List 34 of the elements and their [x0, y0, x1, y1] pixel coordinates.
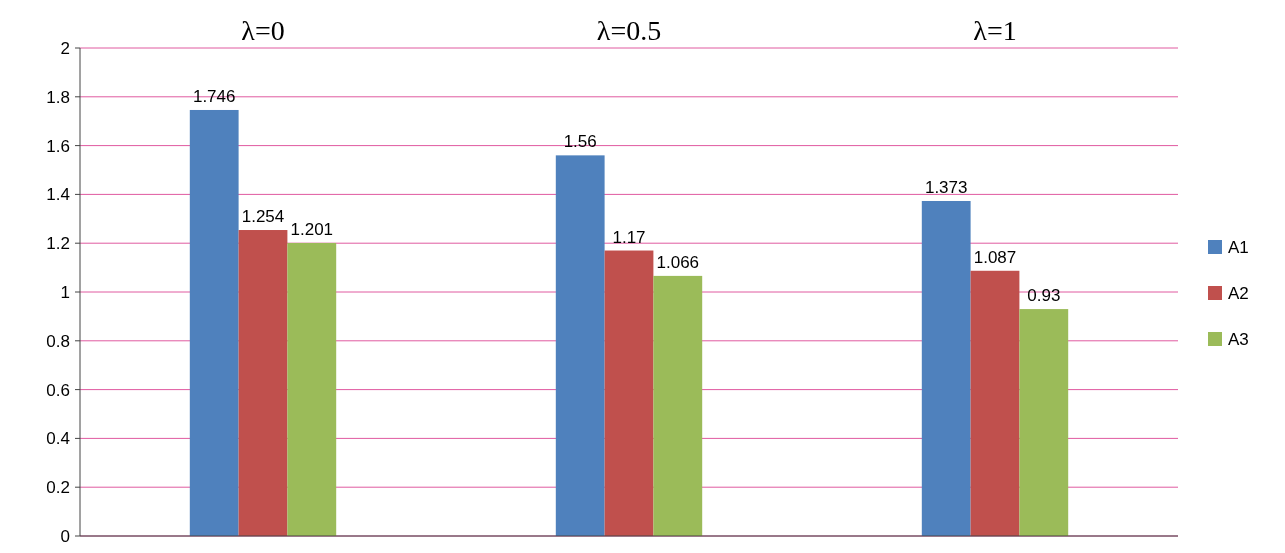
data-label: 1.254: [241, 207, 285, 227]
bar: [921, 200, 971, 536]
bar: [555, 155, 605, 536]
legend-label: A1: [1228, 237, 1249, 257]
y-tick-label: 1.2: [46, 234, 70, 254]
x-tick-label: λ=0.5: [596, 15, 662, 46]
bar: [653, 275, 703, 536]
data-label: 1.746: [192, 86, 236, 106]
legend-label: A2: [1228, 283, 1249, 303]
y-tick-label: 0.4: [46, 429, 70, 449]
bar: [189, 109, 239, 536]
data-label: 1.201: [290, 219, 334, 239]
y-tick-label: 1.4: [46, 185, 70, 205]
y-tick-label: 2: [60, 38, 70, 58]
y-tick-label: 0.6: [46, 380, 70, 400]
bar: [287, 242, 337, 536]
data-label: 0.93: [1027, 286, 1061, 306]
x-tick-label: λ=1: [973, 15, 1017, 46]
y-tick-label: 0.2: [46, 478, 70, 498]
y-tick-label: 0.8: [46, 331, 70, 351]
y-tick-label: 0: [60, 526, 70, 546]
data-label: 1.17: [612, 227, 646, 247]
data-label: 1.066: [656, 252, 700, 272]
x-tick-label: λ=0: [241, 15, 285, 46]
bar: [604, 250, 654, 536]
data-label: 1.373: [924, 177, 968, 197]
bar: [1019, 309, 1069, 536]
y-tick-label: 1: [60, 282, 70, 302]
y-tick-label: 1.8: [46, 87, 70, 107]
bar: [970, 270, 1020, 536]
data-label: 1.087: [973, 247, 1017, 267]
bar: [238, 230, 288, 536]
legend-label: A3: [1228, 329, 1249, 349]
y-tick-label: 1.6: [46, 136, 70, 156]
